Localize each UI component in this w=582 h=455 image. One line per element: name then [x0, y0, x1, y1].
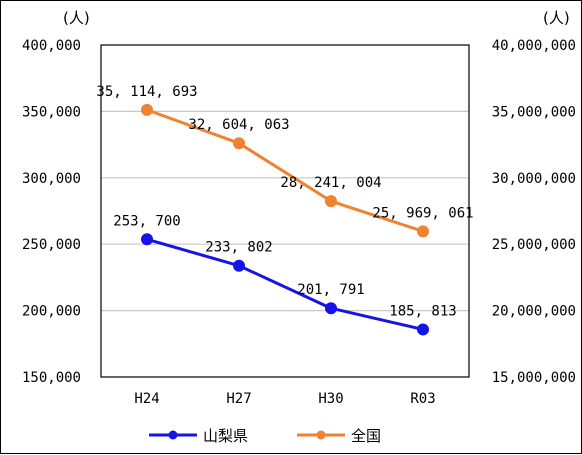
x-tick-label: H27: [226, 391, 251, 407]
series-layer: 253, 700 233, 802 201, 791 185, 813 35, 114,…: [96, 84, 474, 336]
left-tick-label: 350,000: [22, 104, 81, 120]
data-label: 35, 114, 693: [96, 84, 197, 100]
data-point: [233, 137, 245, 150]
left-tick-label: 150,000: [22, 370, 81, 386]
right-axis-unit: (人): [543, 9, 570, 27]
data-label: 25, 969, 061: [372, 205, 473, 221]
data-label: 185, 813: [389, 303, 456, 319]
series-line: [146, 108, 424, 233]
plot-area: [100, 44, 470, 378]
left-axis: 150,000 200,000 250,000 300,000 350,000 400,0…: [22, 38, 81, 386]
data-point: [417, 323, 429, 336]
data-point: [141, 233, 153, 246]
data-label: 201, 791: [297, 282, 364, 298]
legend: 山梨県 全国: [149, 427, 381, 445]
data-point: [325, 302, 337, 315]
left-tick-label: 300,000: [22, 171, 81, 187]
data-label: 253, 700: [113, 213, 180, 229]
right-tick-label: 40,000,000: [492, 38, 576, 54]
data-point: [233, 259, 245, 272]
right-tick-label: 35,000,000: [492, 104, 576, 120]
legend-marker: [316, 430, 326, 440]
data-label: 32, 604, 063: [188, 117, 289, 133]
x-tick-label: H30: [318, 391, 343, 407]
left-axis-unit: (人): [63, 9, 90, 27]
right-axis: 15,000,000 20,000,000 25,000,000 30,000,000…: [492, 38, 576, 386]
data-point: [141, 103, 153, 116]
right-tick-label: 30,000,000: [492, 171, 576, 187]
series-line: [146, 237, 424, 331]
left-tick-label: 200,000: [22, 304, 81, 320]
data-label: 233, 802: [205, 240, 272, 256]
legend-label: 全国: [351, 427, 381, 445]
left-tick-label: 250,000: [22, 237, 81, 253]
data-point: [417, 225, 429, 238]
x-axis: H24 H27 H30 R03: [134, 391, 435, 407]
legend-label: 山梨県: [203, 427, 248, 445]
legend-marker: [168, 430, 178, 440]
data-label: 28, 241, 004: [280, 175, 381, 191]
x-tick-label: R03: [410, 391, 435, 407]
data-point: [325, 195, 337, 208]
right-tick-label: 15,000,000: [492, 370, 576, 386]
right-tick-label: 25,000,000: [492, 237, 576, 253]
x-tick-label: H24: [134, 391, 159, 407]
left-tick-label: 400,000: [22, 38, 81, 54]
right-tick-label: 20,000,000: [492, 304, 576, 320]
